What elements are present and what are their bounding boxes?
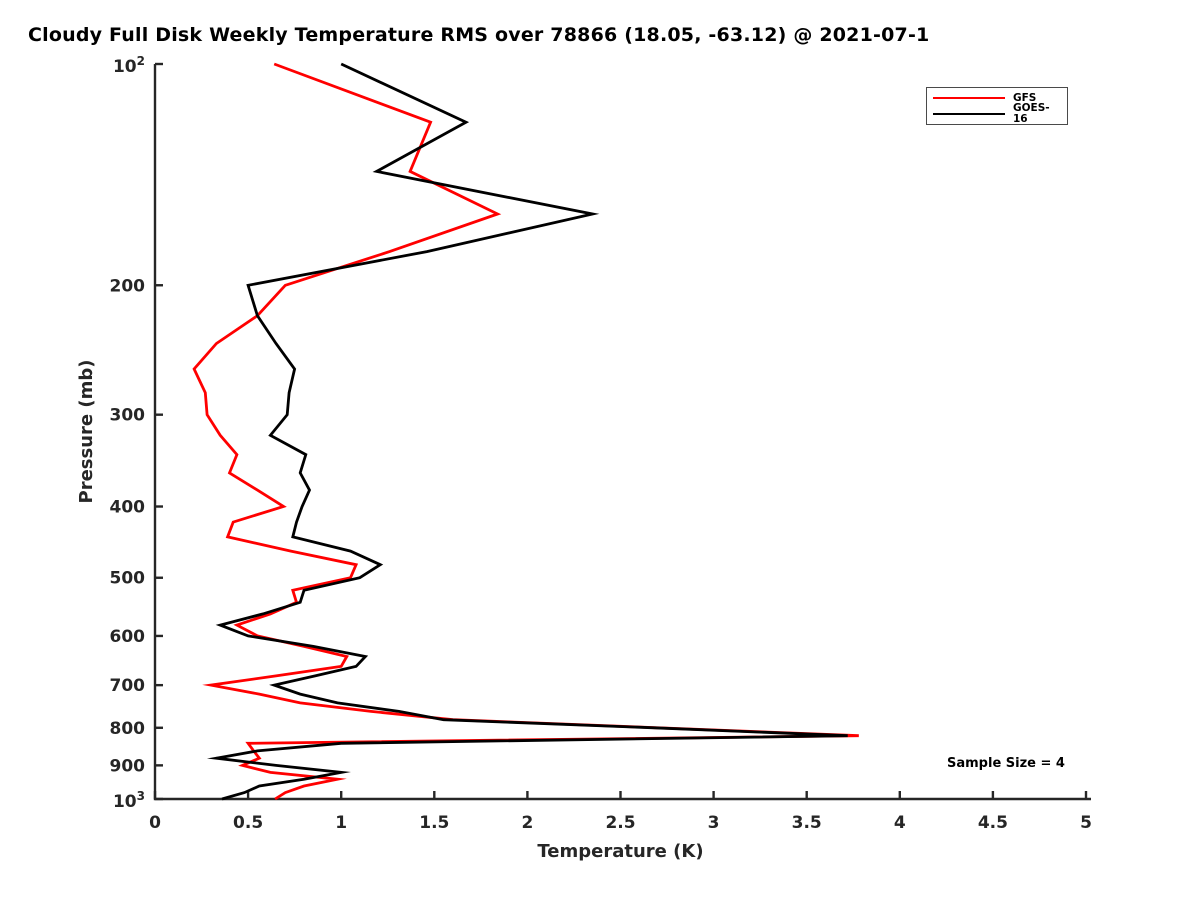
goes16-line-swatch [933, 112, 1005, 115]
y-tick-label: 700 [110, 676, 146, 696]
x-tick-label: 0 [149, 813, 161, 833]
x-tick-label: 1.5 [419, 813, 449, 833]
x-tick-label: 4.5 [978, 813, 1008, 833]
x-tick-label: 1 [335, 813, 347, 833]
x-tick-label: 3 [708, 813, 720, 833]
gfs-line-swatch [933, 97, 1005, 100]
legend-label-goes16: GOES-16 [1013, 102, 1050, 125]
y-tick-label: 500 [110, 569, 146, 589]
x-tick-label: 0.5 [233, 813, 263, 833]
y-tick-label: 400 [110, 498, 146, 518]
y-tick-label: 900 [110, 756, 146, 776]
x-tick-label: 2.5 [605, 813, 635, 833]
x-tick-label: 2 [521, 813, 533, 833]
y-tick-label: 103 [113, 789, 145, 812]
chart-title: Cloudy Full Disk Weekly Temperature RMS … [28, 24, 930, 46]
legend-box[interactable]: GFS GOES-16 [926, 87, 1068, 125]
sample-size-annotation: Sample Size = 4 [947, 756, 1065, 771]
x-axis-label: Temperature (K) [537, 841, 703, 862]
y-tick-label: 800 [110, 719, 146, 739]
x-tick-label: 3.5 [792, 813, 822, 833]
x-tick-label: 5 [1080, 813, 1092, 833]
legend-label-gfs: GFS [1013, 92, 1037, 105]
legend-item-gfs: GFS [933, 91, 1061, 105]
axis-spines [153, 64, 1091, 801]
y-tick-label: 300 [110, 406, 146, 426]
series-line-gfs [192, 62, 859, 801]
series-line-goes-16 [206, 62, 848, 801]
legend-item-goes16: GOES-16 [933, 103, 1061, 124]
x-tick-label: 4 [894, 813, 906, 833]
y-axis-label: Pressure (mb) [76, 360, 97, 504]
y-tick-label: 200 [110, 276, 146, 296]
y-tick-label: 600 [110, 627, 146, 647]
y-tick-label: 102 [113, 54, 145, 77]
